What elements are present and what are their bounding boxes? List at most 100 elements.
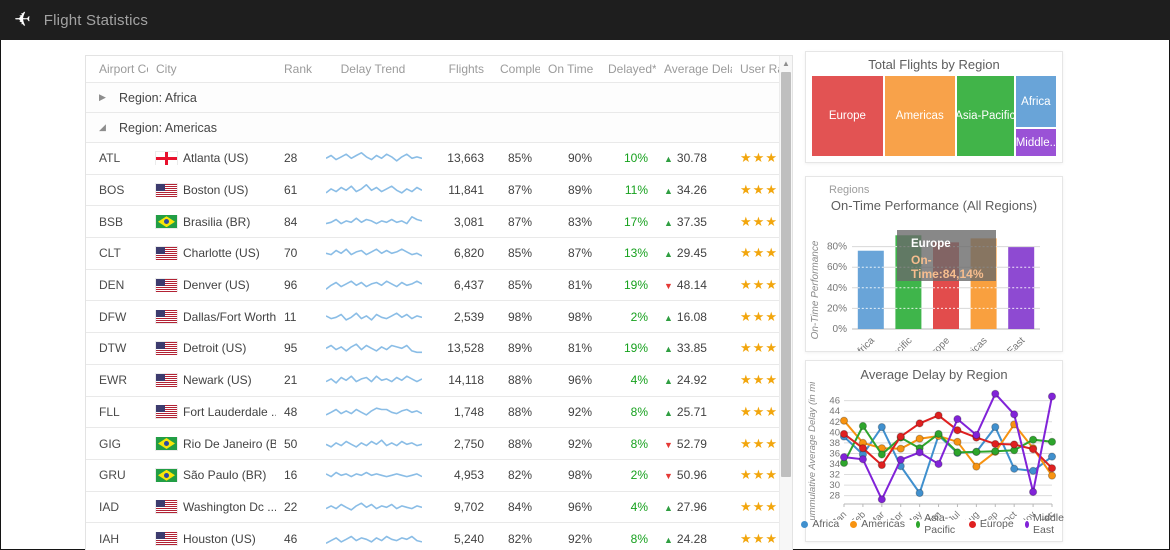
table-row-iad[interactable]: IAD Washington Dc ... 22 9,702 84% 96% 4% ▲ 27.9… bbox=[86, 492, 779, 524]
legend-item-africa[interactable]: Africa bbox=[801, 518, 839, 530]
user-rating-cell: ★★★★★ bbox=[732, 183, 779, 197]
table-row-gru[interactable]: GRU São Paulo (BR) 16 4,953 82% 98% 2% ▼ 50.96 ★★… bbox=[86, 460, 779, 492]
svg-text:28: 28 bbox=[829, 491, 840, 502]
star-icon: ★ bbox=[778, 151, 779, 165]
legend-label: Europe bbox=[979, 518, 1014, 530]
treemap-block-asia-pacific[interactable]: Asia-Pacific bbox=[956, 76, 1014, 156]
star-rating[interactable]: ★★★★★ bbox=[740, 373, 779, 387]
line-series-americas[interactable] bbox=[843, 420, 1053, 477]
star-rating[interactable]: ★★★★★ bbox=[740, 246, 779, 260]
legend-item-europe[interactable]: Europe bbox=[968, 518, 1014, 530]
table-row-dtw[interactable]: DTW Detroit (US) 95 13,528 89% 81% 19% ▲ 33.85 ★★… bbox=[86, 333, 779, 365]
on-time-value: 92% bbox=[567, 531, 592, 546]
group-row-africa[interactable]: ▶ Region: Africa bbox=[86, 83, 779, 113]
table-row-fll[interactable]: FLL Fort Lauderdale ... 48 1,748 88% 92% 8% ▲ 25… bbox=[86, 397, 779, 429]
group-row-americas[interactable]: ◢ Region: Americas bbox=[86, 113, 779, 143]
star-rating[interactable]: ★★★★★ bbox=[740, 215, 779, 229]
airport-code: DTW bbox=[99, 341, 127, 356]
table-row-atl[interactable]: ATL Atlanta (US) 28 13,663 85% 90% 10% ▲ 30.78 ★★… bbox=[86, 143, 779, 175]
star-icon: ★ bbox=[765, 373, 778, 388]
bar-africa[interactable] bbox=[857, 250, 884, 329]
svg-text:Sep: Sep bbox=[981, 509, 1001, 520]
rank-value: 96 bbox=[284, 278, 298, 293]
star-rating[interactable]: ★★★★★ bbox=[740, 405, 779, 419]
scrollbar-thumb[interactable] bbox=[781, 72, 791, 477]
triangle-up-icon: ▲ bbox=[664, 154, 673, 165]
star-icon: ★ bbox=[778, 246, 779, 260]
svg-text:Jun: Jun bbox=[925, 509, 944, 520]
star-rating[interactable]: ★★★★★ bbox=[740, 151, 779, 165]
star-icon: ★ bbox=[752, 436, 766, 451]
star-rating[interactable]: ★★★★★ bbox=[740, 310, 779, 324]
column-header-rank[interactable]: Rank bbox=[284, 62, 313, 76]
star-icon: ★ bbox=[765, 246, 778, 261]
star-rating[interactable]: ★★★★★ bbox=[740, 468, 779, 482]
column-header-complet-[interactable]: Complet... bbox=[500, 62, 540, 76]
star-icon: ★ bbox=[778, 468, 779, 482]
star-icon: ★ bbox=[778, 310, 779, 324]
column-header-on-time[interactable]: On Time bbox=[548, 62, 594, 76]
delay-trend-sparkline bbox=[326, 215, 422, 225]
treemap-block-europe[interactable]: Europe bbox=[812, 76, 883, 156]
column-header-delayed-[interactable]: Delayed* bbox=[608, 62, 656, 76]
rank-value: 22 bbox=[284, 499, 298, 514]
column-header-delay-trend[interactable]: Delay Trend bbox=[340, 62, 406, 76]
star-rating[interactable]: ★★★★★ bbox=[740, 437, 779, 451]
table-row-clt[interactable]: CLT Charlotte (US) 70 6,820 85% 87% 13% ▲ 29.45 ★… bbox=[86, 238, 779, 270]
user-rating-cell: ★★★★★ bbox=[732, 373, 779, 387]
column-header-airport-code[interactable]: Airport Code bbox=[99, 62, 148, 76]
legend-item-middle-east[interactable]: Middle East bbox=[1024, 512, 1067, 536]
vertical-scrollbar[interactable]: ▲ bbox=[779, 56, 792, 550]
treemap-block-middle-[interactable]: Middle.. bbox=[1015, 129, 1056, 156]
average-delay-value: 50.96 bbox=[676, 468, 707, 483]
legend-label: Asia-Pacific bbox=[924, 512, 956, 536]
city-cell: Detroit (US) bbox=[148, 341, 276, 355]
star-rating[interactable]: ★★★★★ bbox=[740, 500, 779, 514]
treemap-block-americas[interactable]: Americas bbox=[884, 76, 955, 156]
table-row-bsb[interactable]: BSB Brasilia (BR) 84 3,081 87% 83% 17% ▲ 37.35 ★★… bbox=[86, 206, 779, 239]
legend-marker-icon bbox=[850, 520, 858, 528]
completed-value: 87% bbox=[507, 183, 532, 198]
flights-value: 6,820 bbox=[453, 246, 484, 261]
star-rating[interactable]: ★★★★★ bbox=[740, 341, 779, 355]
expand-icon[interactable]: ▶ bbox=[99, 92, 106, 102]
star-icon: ★ bbox=[778, 405, 779, 419]
star-rating[interactable]: ★★★★★ bbox=[740, 278, 779, 292]
treemap-block-africa[interactable]: Africa bbox=[1015, 76, 1056, 127]
city-name: Fort Lauderdale ... bbox=[183, 404, 276, 419]
delayed-value: 17% bbox=[623, 214, 648, 229]
completed-value: 88% bbox=[507, 373, 532, 388]
column-header-user-rating[interactable]: User Rating bbox=[740, 62, 779, 76]
svg-text:Jul: Jul bbox=[946, 509, 962, 520]
table-row-dfw[interactable]: DFW Dallas/Fort Worth... 11 2,539 98% 98% 2% ▲ 1… bbox=[86, 301, 779, 334]
rank-value: 84 bbox=[284, 214, 298, 229]
rank-value: 95 bbox=[284, 341, 298, 356]
table-row-gig[interactable]: GIG Rio De Janeiro (BR) 50 2,750 88% 92% 8% ▼52… bbox=[86, 428, 779, 460]
flights-value: 13,528 bbox=[447, 341, 484, 356]
user-rating-cell: ★★★★★ bbox=[732, 405, 779, 419]
column-header-flights[interactable]: Flights bbox=[448, 62, 484, 76]
airport-code: DEN bbox=[99, 278, 125, 293]
city-cell: Fort Lauderdale ... bbox=[148, 405, 276, 419]
star-rating[interactable]: ★★★★★ bbox=[740, 183, 779, 197]
average-delay-cell: ▲ 27.96 bbox=[656, 500, 732, 514]
flights-value: 14,118 bbox=[448, 373, 484, 388]
star-rating[interactable]: ★★★★★ bbox=[740, 532, 779, 546]
flights-value: 9,702 bbox=[453, 499, 484, 514]
treemap-chart: Europe Americas Asia-Pacific Africa Middle.. bbox=[812, 76, 1056, 156]
table-row-bos[interactable]: BOS Boston (US) 61 11,841 87% 89% 11% ▲ 34.26 ★★★… bbox=[86, 175, 779, 207]
legend-item-americas[interactable]: Americas bbox=[850, 518, 905, 530]
completed-value: 85% bbox=[507, 151, 532, 166]
app-title: Flight Statistics bbox=[43, 11, 149, 29]
collapse-icon[interactable]: ◢ bbox=[99, 122, 106, 132]
column-header-average-dela-[interactable]: Average Dela... bbox=[664, 62, 732, 76]
column-header-city[interactable]: City bbox=[156, 62, 177, 76]
grid-header-row: Airport Code City Rank Delay Trend Flights Co… bbox=[86, 56, 779, 83]
line-series-middle-east[interactable] bbox=[843, 392, 1053, 502]
legend-item-asia-pacific[interactable]: Asia-Pacific bbox=[915, 512, 958, 536]
scroll-up-icon[interactable]: ▲ bbox=[782, 59, 790, 68]
